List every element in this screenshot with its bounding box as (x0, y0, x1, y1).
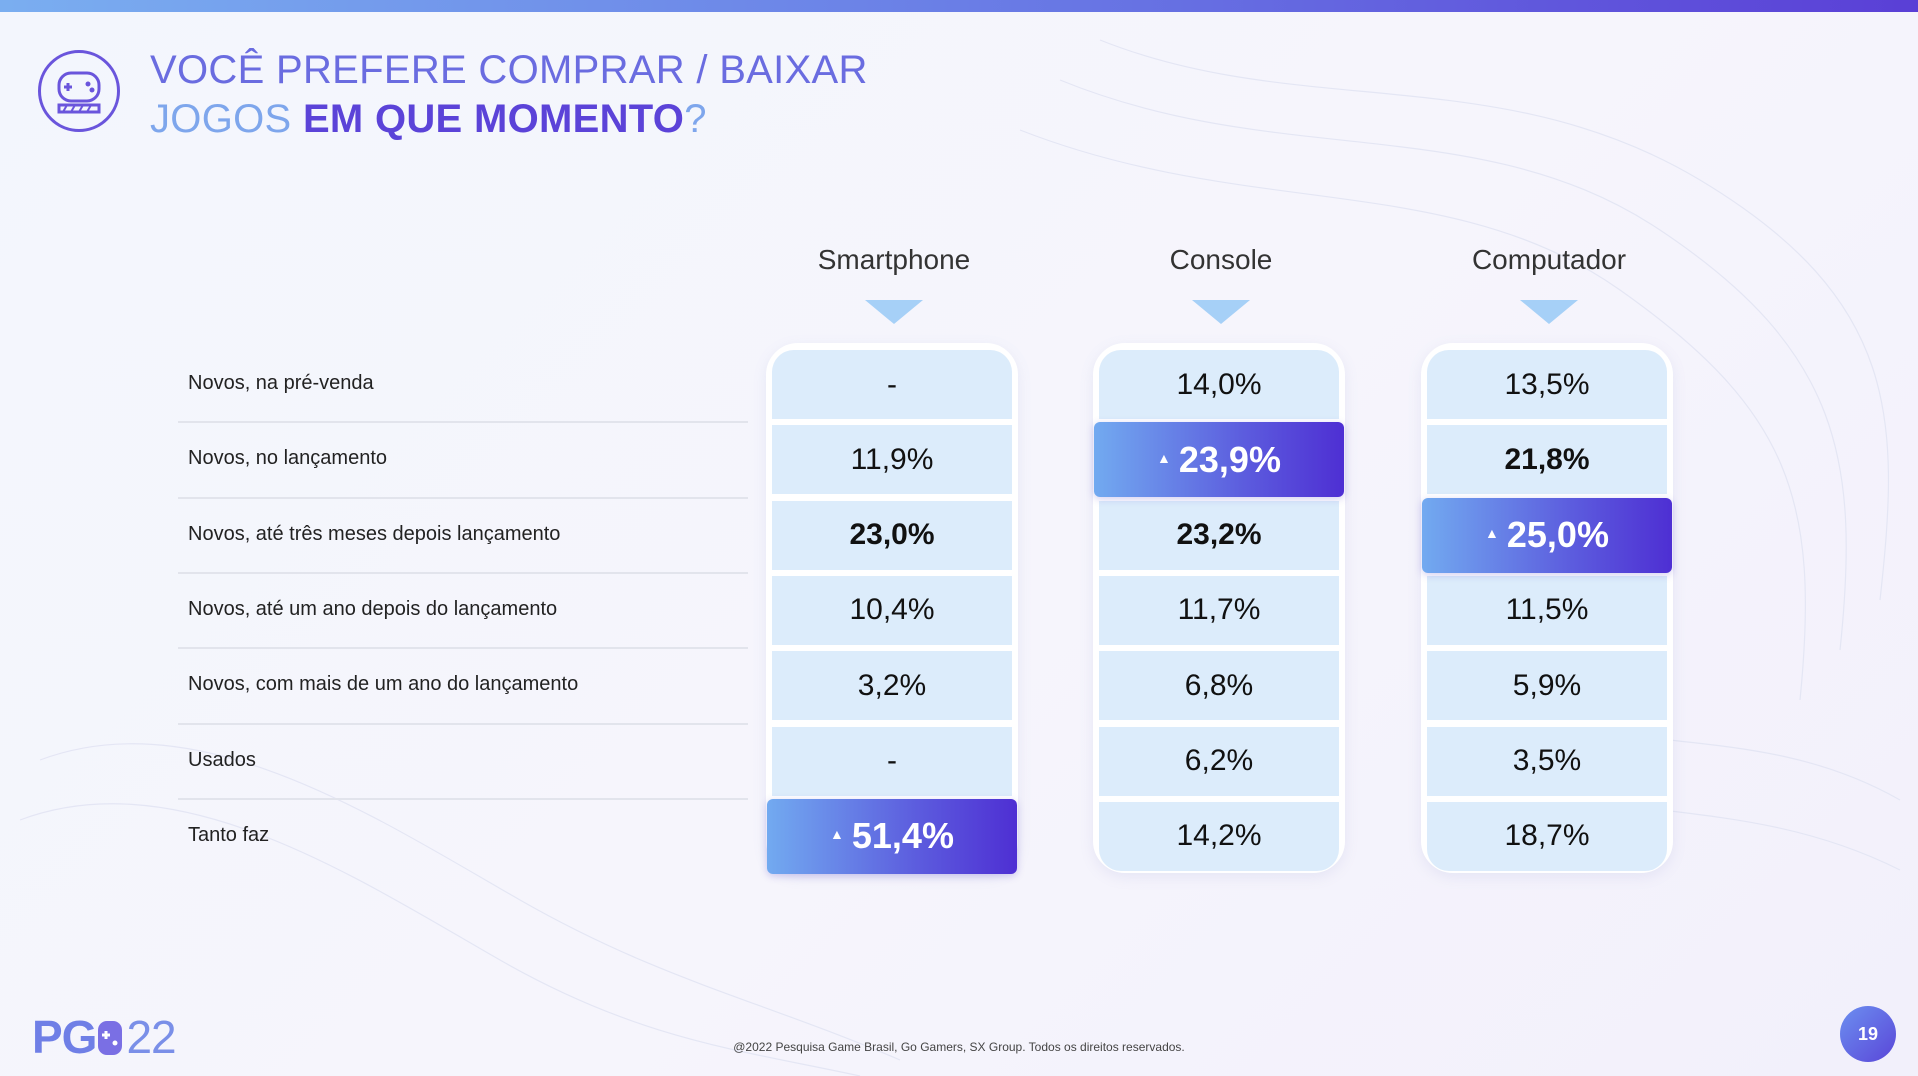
pgb-logo: PG 22 (32, 1010, 177, 1064)
title-line-1: VOCÊ PREFERE COMPRAR / BAIXAR (150, 48, 868, 92)
row-label: Novos, até três meses depois lançamento (188, 522, 561, 545)
row-separator (178, 421, 748, 424)
highlight-value: 51,4% (851, 815, 954, 857)
row-separator (178, 496, 748, 499)
table-cell-console: 14,0% (1099, 350, 1339, 419)
triangle-up-icon: ▲ (830, 826, 844, 843)
logo-letters: PG (32, 1011, 97, 1063)
table-cell-computador: 18,7% (1427, 801, 1667, 871)
column-header-smartphone: Smartphone (817, 244, 971, 275)
table-cell-computador: 11,5% (1427, 575, 1667, 645)
triangle-up-icon: ▲ (1157, 449, 1171, 466)
row-label: Novos, com mais de um ano do lançamento (188, 673, 579, 696)
table-cell-console: 6,2% (1099, 726, 1339, 796)
table-cell-smartphone: - (772, 726, 1012, 796)
table-cell-smartphone: 3,2% (772, 651, 1012, 721)
page-title: VOCÊ PREFERE COMPRAR / BAIXAR JOGOS EM Q… (150, 46, 868, 144)
gamepad-b-icon (96, 1011, 126, 1063)
highlight-value: 23,9% (1178, 438, 1281, 480)
table-cell-console: ▲ 23,9% (1094, 422, 1344, 498)
table-cell-smartphone: - (772, 350, 1012, 419)
row-label: Novos, no lançamento (188, 447, 388, 470)
table-cell-smartphone: ▲ 51,4% (767, 798, 1017, 874)
row-label: Novos, na pré-venda (188, 372, 374, 394)
triangle-up-icon: ▲ (1485, 525, 1499, 542)
title-emphasis: EM QUE MOMENTO (302, 97, 685, 141)
row-separator (178, 647, 748, 650)
column-header-computador: Computador (1471, 244, 1627, 275)
column-header-console: Console (1169, 244, 1273, 275)
row-separator (178, 722, 748, 725)
page-number-badge: 19 (1840, 1006, 1896, 1062)
table-cell-smartphone: 10,4% (772, 575, 1012, 645)
table-cell-computador: 13,5% (1427, 350, 1667, 419)
table-cell-console: 23,2% (1099, 500, 1339, 570)
row-separator (178, 797, 748, 800)
logo-year: 22 (126, 1011, 176, 1063)
arrow-down-icon (1192, 300, 1250, 324)
top-gradient-bar (0, 0, 1918, 12)
copyright-footer: @2022 Pesquisa Game Brasil, Go Gamers, S… (733, 1040, 1185, 1054)
table-cell-console: 11,7% (1099, 575, 1339, 645)
table-cell-computador: 5,9% (1427, 651, 1667, 721)
highlight-value: 25,0% (1506, 514, 1609, 556)
table-cell-smartphone: 11,9% (772, 425, 1012, 495)
table-cell-computador: 21,8% (1427, 425, 1667, 495)
row-separator (178, 571, 748, 574)
gamepad-icon (38, 50, 120, 132)
arrow-down-icon (865, 300, 923, 324)
title-line-2-prefix: JOGOS (150, 97, 303, 141)
row-label: Usados (188, 748, 256, 771)
table-cell-console: 6,8% (1099, 651, 1339, 721)
table-cell-smartphone: 23,0% (772, 500, 1012, 570)
table-cell-computador: 3,5% (1427, 726, 1667, 796)
row-label: Novos, até um ano depois do lançamento (188, 597, 558, 620)
row-label: Tanto faz (188, 823, 270, 846)
title-question-mark: ? (684, 97, 707, 141)
arrow-down-icon (1520, 300, 1578, 324)
table-cell-console: 14,2% (1099, 801, 1339, 871)
table-cell-computador: ▲ 25,0% (1422, 497, 1672, 573)
